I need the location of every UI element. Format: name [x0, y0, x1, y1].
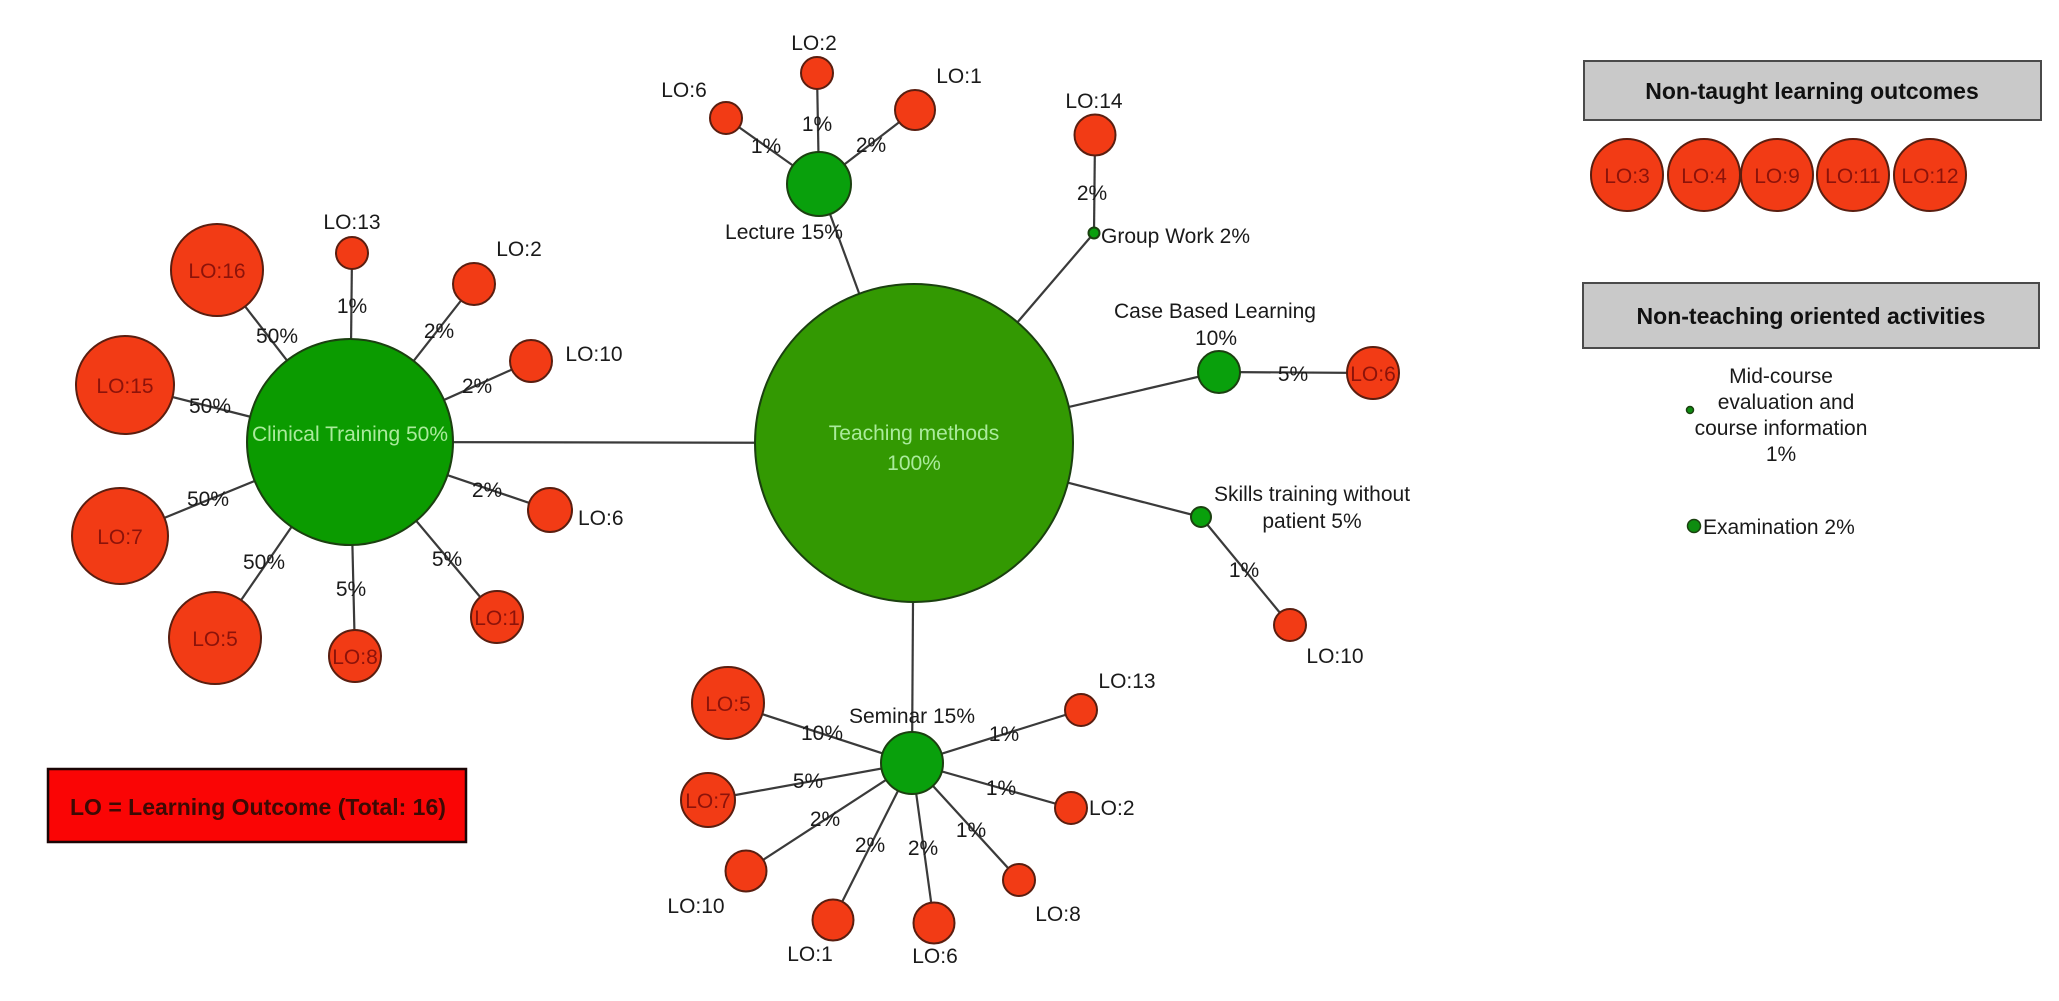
svg-text:100%: 100%: [887, 452, 941, 475]
svg-text:Non-taught learning outcomes: Non-taught learning outcomes: [1645, 78, 1979, 104]
svg-text:2%: 2%: [424, 320, 454, 343]
svg-text:course information: course information: [1695, 417, 1868, 440]
svg-text:1%: 1%: [1766, 443, 1796, 466]
svg-text:Skills training without: Skills training without: [1214, 483, 1410, 506]
svg-text:2%: 2%: [908, 837, 938, 860]
svg-text:LO:6: LO:6: [1350, 363, 1396, 386]
svg-text:Teaching methods: Teaching methods: [829, 422, 999, 445]
svg-text:LO:11: LO:11: [1825, 165, 1881, 188]
svg-text:LO:4: LO:4: [1681, 165, 1727, 188]
svg-text:LO:13: LO:13: [323, 211, 380, 234]
svg-text:LO:8: LO:8: [332, 646, 378, 669]
svg-text:2%: 2%: [472, 479, 502, 502]
svg-text:2%: 2%: [855, 834, 885, 857]
svg-text:LO:7: LO:7: [97, 526, 143, 549]
svg-text:evaluation and: evaluation and: [1718, 391, 1855, 414]
svg-text:LO:2: LO:2: [1089, 797, 1135, 820]
svg-text:LO:1: LO:1: [787, 943, 833, 966]
svg-text:patient 5%: patient 5%: [1262, 510, 1361, 533]
svg-text:5%: 5%: [336, 578, 366, 601]
svg-text:LO:9: LO:9: [1754, 165, 1800, 188]
svg-text:1%: 1%: [986, 777, 1016, 800]
svg-text:50%: 50%: [243, 551, 285, 574]
svg-text:50%: 50%: [189, 395, 231, 418]
svg-text:LO:5: LO:5: [705, 693, 751, 716]
svg-text:LO:15: LO:15: [96, 375, 153, 398]
svg-text:LO:7: LO:7: [685, 790, 731, 813]
svg-text:Group Work 2%: Group Work 2%: [1101, 225, 1250, 248]
svg-text:LO:6: LO:6: [912, 945, 958, 968]
svg-text:2%: 2%: [1077, 182, 1107, 205]
svg-text:1%: 1%: [751, 135, 781, 158]
svg-text:5%: 5%: [432, 548, 462, 571]
svg-text:LO:8: LO:8: [1035, 903, 1081, 926]
svg-text:Clinical Training 50%: Clinical Training 50%: [252, 423, 448, 446]
svg-text:LO:2: LO:2: [791, 32, 837, 55]
svg-text:50%: 50%: [256, 325, 298, 348]
svg-text:2%: 2%: [856, 134, 886, 157]
svg-text:1%: 1%: [956, 819, 986, 842]
svg-text:LO:14: LO:14: [1065, 90, 1123, 113]
svg-text:LO:5: LO:5: [192, 628, 238, 651]
svg-text:LO:16: LO:16: [188, 260, 245, 283]
svg-text:LO:10: LO:10: [667, 895, 724, 918]
svg-text:LO:1: LO:1: [474, 607, 520, 630]
svg-text:1%: 1%: [989, 723, 1019, 746]
svg-text:Seminar 15%: Seminar 15%: [849, 705, 975, 728]
svg-text:LO:6: LO:6: [661, 79, 707, 102]
svg-text:1%: 1%: [337, 295, 367, 318]
svg-text:LO:1: LO:1: [936, 65, 982, 88]
svg-text:Case Based Learning: Case Based Learning: [1114, 300, 1316, 323]
svg-text:Mid-course: Mid-course: [1729, 365, 1833, 388]
svg-text:LO:10: LO:10: [1306, 645, 1363, 668]
svg-text:Lecture 15%: Lecture 15%: [725, 221, 843, 244]
svg-text:LO:6: LO:6: [578, 507, 624, 530]
svg-text:2%: 2%: [462, 375, 492, 398]
svg-text:Non-teaching oriented activiti: Non-teaching oriented activities: [1637, 303, 1986, 329]
svg-text:LO = Learning Outcome (Total:: LO = Learning Outcome (Total: 16): [70, 794, 446, 820]
svg-text:Examination 2%: Examination 2%: [1703, 516, 1855, 539]
svg-text:1%: 1%: [802, 113, 832, 136]
svg-text:2%: 2%: [810, 808, 840, 831]
svg-text:5%: 5%: [793, 770, 823, 793]
svg-text:LO:3: LO:3: [1604, 165, 1650, 188]
svg-text:10%: 10%: [1195, 327, 1237, 350]
svg-text:50%: 50%: [187, 488, 229, 511]
svg-text:10%: 10%: [801, 722, 843, 745]
svg-text:5%: 5%: [1278, 363, 1308, 386]
svg-text:LO:10: LO:10: [565, 343, 622, 366]
svg-text:1%: 1%: [1229, 559, 1259, 582]
svg-text:LO:12: LO:12: [1901, 165, 1958, 188]
svg-text:LO:13: LO:13: [1098, 670, 1155, 693]
svg-text:LO:2: LO:2: [496, 238, 542, 261]
